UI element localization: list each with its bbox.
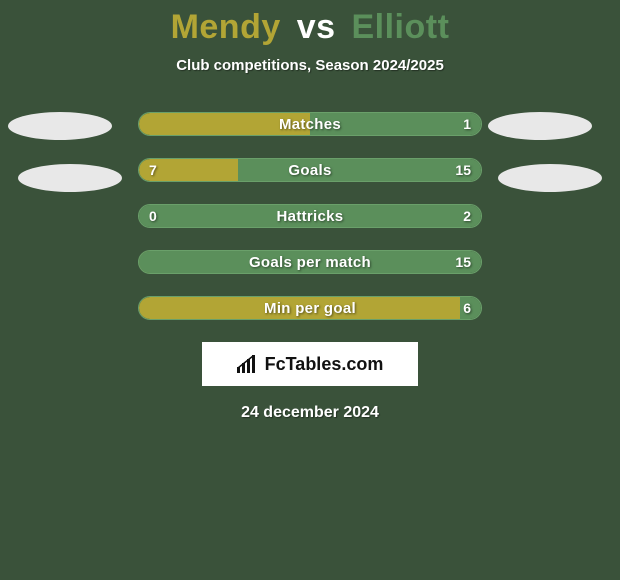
branding-text: FcTables.com: [265, 354, 384, 375]
stat-value-left: 0: [139, 205, 167, 227]
snapshot-date: 24 december 2024: [0, 404, 620, 422]
stat-row: Goals per match15: [138, 250, 482, 274]
stat-value-left: 7: [139, 159, 167, 181]
stat-label: Goals: [139, 159, 481, 181]
stat-value-right: 15: [445, 251, 481, 273]
stat-value-right: 6: [453, 297, 481, 319]
stat-value-right: 2: [453, 205, 481, 227]
vs-label: vs: [297, 8, 336, 46]
stat-row: Matches1: [138, 112, 482, 136]
decorative-ellipse: [488, 112, 592, 140]
stat-row: Goals7 15: [138, 158, 482, 182]
stat-value-right: 1: [453, 113, 481, 135]
stat-label: Hattricks: [139, 205, 481, 227]
stats-area: Matches1 Goals7 15 Hattricks0 2 Goals per mat…: [0, 112, 620, 422]
branding-chart-icon: [237, 355, 259, 373]
decorative-ellipse: [18, 164, 122, 192]
decorative-ellipse: [498, 164, 602, 192]
stat-value-right: 15: [445, 159, 481, 181]
stat-label: Matches: [139, 113, 481, 135]
comparison-title: Mendy vs Elliott: [0, 0, 620, 47]
stat-label: Goals per match: [139, 251, 481, 273]
branding-badge: FcTables.com: [202, 342, 418, 386]
player1-name: Mendy: [171, 8, 281, 46]
stat-row: Min per goal6: [138, 296, 482, 320]
stat-label: Min per goal: [139, 297, 481, 319]
subtitle: Club competitions, Season 2024/2025: [0, 57, 620, 74]
stat-row: Hattricks0 2: [138, 204, 482, 228]
player2-name: Elliott: [351, 8, 449, 46]
decorative-ellipse: [8, 112, 112, 140]
